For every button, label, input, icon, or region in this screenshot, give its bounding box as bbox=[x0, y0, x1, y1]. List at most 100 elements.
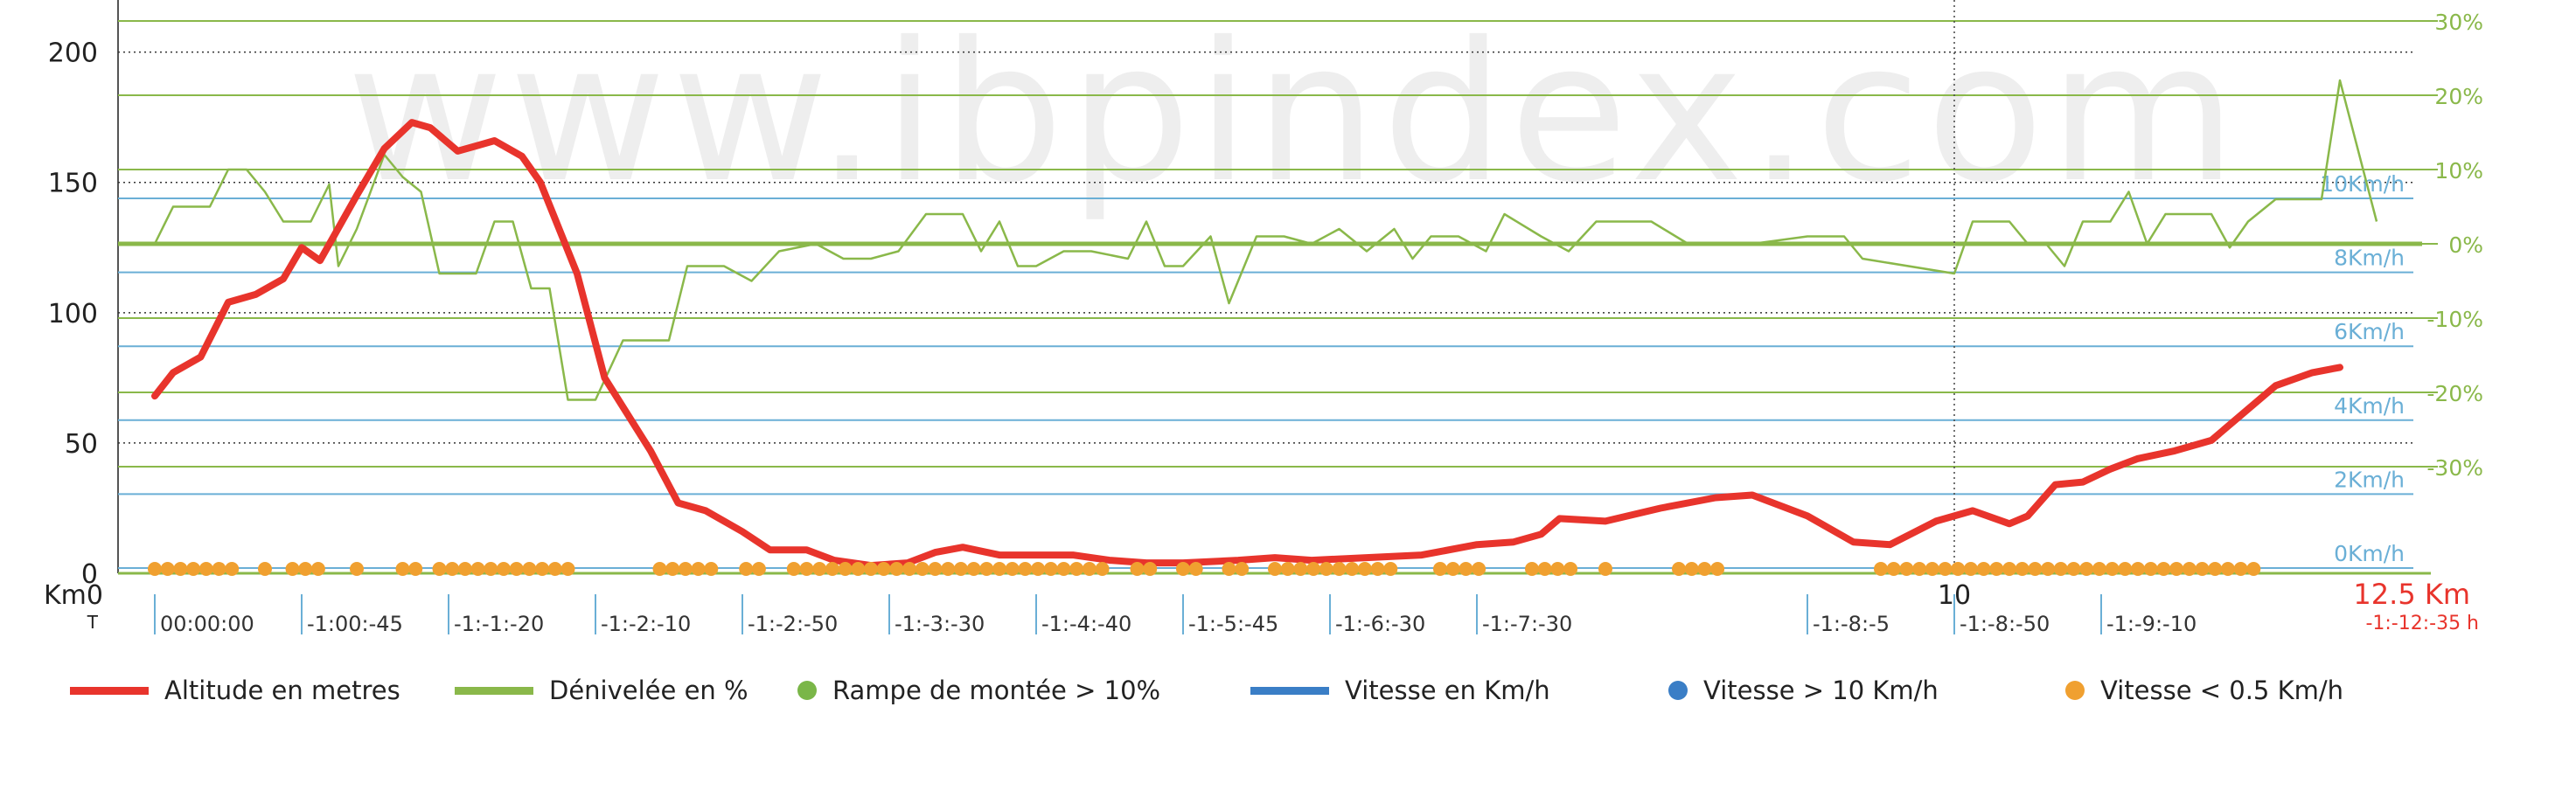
grade-tick-label: 10% bbox=[2434, 158, 2483, 184]
legend-symbol-speed bbox=[1250, 686, 1329, 695]
legend-symbol-altitude bbox=[70, 686, 149, 695]
grade-series-line bbox=[153, 79, 2378, 401]
slow-speed-point bbox=[1383, 562, 1398, 576]
slow-speed-point bbox=[2233, 562, 2248, 576]
slow-speed-point bbox=[1188, 562, 1203, 576]
legend-symbol-speed-fast bbox=[1668, 681, 1688, 700]
slow-speed-point bbox=[1043, 562, 1058, 576]
slow-speed-point bbox=[1056, 562, 1071, 576]
slow-speed-point bbox=[1095, 562, 1110, 576]
altitude-tick-label: 100 bbox=[48, 299, 98, 329]
slow-speed-point bbox=[928, 562, 943, 576]
slow-speed-point bbox=[1345, 562, 1360, 576]
slow-speed-point bbox=[1268, 562, 1282, 576]
slow-speed-point bbox=[1222, 562, 1236, 576]
slow-speed-point bbox=[665, 562, 680, 576]
time-tick-label: -1:00:-45 bbox=[307, 612, 403, 636]
slow-speed-point bbox=[1031, 562, 1046, 576]
altitude-tick-label: 50 bbox=[65, 429, 98, 460]
time-tick-label: -1:-4:-40 bbox=[1041, 612, 1131, 636]
time-tick-label: -1:-9:-10 bbox=[2106, 612, 2197, 636]
slow-speed-point bbox=[2066, 562, 2081, 576]
slow-speed-point bbox=[509, 562, 524, 576]
grade-tick-label: -30% bbox=[2426, 455, 2483, 481]
slow-speed-point bbox=[522, 562, 537, 576]
slow-speed-point bbox=[1710, 562, 1725, 576]
watermark-text: www.ibpindex.com bbox=[346, 1, 2242, 225]
slow-speed-point bbox=[470, 562, 485, 576]
slow-speed-point bbox=[941, 562, 956, 576]
slow-speed-point bbox=[1976, 562, 1991, 576]
slow-speed-point bbox=[992, 562, 1006, 576]
slow-speed-point bbox=[1963, 562, 1978, 576]
legend-item-altitude: Altitude en metres bbox=[70, 664, 400, 717]
grade-tick-label: -20% bbox=[2426, 381, 2483, 406]
slow-speed-point bbox=[2169, 562, 2184, 576]
slow-speed-point bbox=[198, 562, 213, 576]
time-tick-label: -1:-2:-50 bbox=[748, 612, 838, 636]
slow-speed-point bbox=[1550, 562, 1565, 576]
grade-tick-label: 0% bbox=[2448, 232, 2483, 258]
slow-speed-point bbox=[1445, 562, 1460, 576]
slow-speed-point bbox=[678, 562, 693, 576]
slow-speed-point bbox=[186, 562, 201, 576]
speed-tick-label: 4Km/h bbox=[2334, 393, 2405, 419]
slow-speed-point bbox=[1951, 562, 1966, 576]
altitude-series-line bbox=[151, 119, 2343, 570]
legend-item-speed-fast: Vitesse > 10 Km/h bbox=[1668, 664, 1939, 717]
slow-speed-point bbox=[799, 562, 814, 576]
slow-speed-point bbox=[1357, 562, 1372, 576]
time-tick-label: -1:-8:-50 bbox=[1960, 612, 2050, 636]
slow-speed-point bbox=[2195, 562, 2210, 576]
slow-speed-point bbox=[1537, 562, 1552, 576]
slow-speed-point bbox=[1912, 562, 1927, 576]
slow-speed-point bbox=[2246, 562, 2261, 576]
slow-speed-point bbox=[445, 562, 460, 576]
time-tick-label: -1:-3:-30 bbox=[895, 612, 985, 636]
slow-speed-point bbox=[691, 562, 706, 576]
slow-speed-point bbox=[2028, 562, 2043, 576]
grade-tick-label: -10% bbox=[2426, 307, 2483, 332]
slow-speed-point bbox=[1886, 562, 1901, 576]
chart-legend: Altitude en metres Dénivelée en % Rampe … bbox=[0, 664, 2576, 717]
legend-label-slow: Vitesse < 0.5 Km/h bbox=[2100, 676, 2344, 705]
slow-speed-point bbox=[1925, 562, 1939, 576]
legend-label-grade: Dénivelée en % bbox=[549, 676, 748, 705]
slow-speed-point bbox=[825, 562, 839, 576]
slow-speed-point bbox=[1235, 562, 1250, 576]
slow-speed-point bbox=[652, 562, 667, 576]
slow-speed-point bbox=[1018, 562, 1033, 576]
time-tick-label: -1:-5:-45 bbox=[1188, 612, 1278, 636]
slow-speed-point bbox=[2131, 562, 2145, 576]
speed-tick-label: 10Km/h bbox=[2320, 171, 2405, 197]
slow-speed-point bbox=[2015, 562, 2029, 576]
slow-speed-point bbox=[1459, 562, 1473, 576]
slow-speed-point bbox=[1370, 562, 1385, 576]
slow-speed-point bbox=[285, 562, 300, 576]
slow-speed-point bbox=[1293, 562, 1308, 576]
slow-speed-point bbox=[2079, 562, 2094, 576]
slow-speed-point bbox=[1130, 562, 1145, 576]
slow-speed-point bbox=[560, 562, 575, 576]
legend-label-speed-fast: Vitesse > 10 Km/h bbox=[1703, 676, 1939, 705]
slow-speed-point bbox=[953, 562, 968, 576]
slow-speed-point bbox=[1332, 562, 1347, 576]
slow-speed-point bbox=[966, 562, 981, 576]
time-tick-label: -1:-1:-20 bbox=[454, 612, 544, 636]
slow-speed-point bbox=[979, 562, 994, 576]
slow-speed-point bbox=[2208, 562, 2223, 576]
slow-speed-point bbox=[2092, 562, 2106, 576]
legend-label-climb: Rampe de montée > 10% bbox=[832, 676, 1161, 705]
slow-speed-point bbox=[1433, 562, 1447, 576]
slow-speed-point bbox=[1306, 562, 1321, 576]
slow-speed-point bbox=[812, 562, 827, 576]
slow-speed-point bbox=[1563, 562, 1578, 576]
slow-speed-point bbox=[173, 562, 188, 576]
slow-speed-point bbox=[1938, 562, 1953, 576]
slow-speed-point bbox=[1082, 562, 1097, 576]
slow-speed-point bbox=[915, 562, 929, 576]
slow-speed-point bbox=[1176, 562, 1190, 576]
slow-speed-point bbox=[2143, 562, 2158, 576]
legend-item-climb: Rampe de montée > 10% bbox=[797, 664, 1160, 717]
